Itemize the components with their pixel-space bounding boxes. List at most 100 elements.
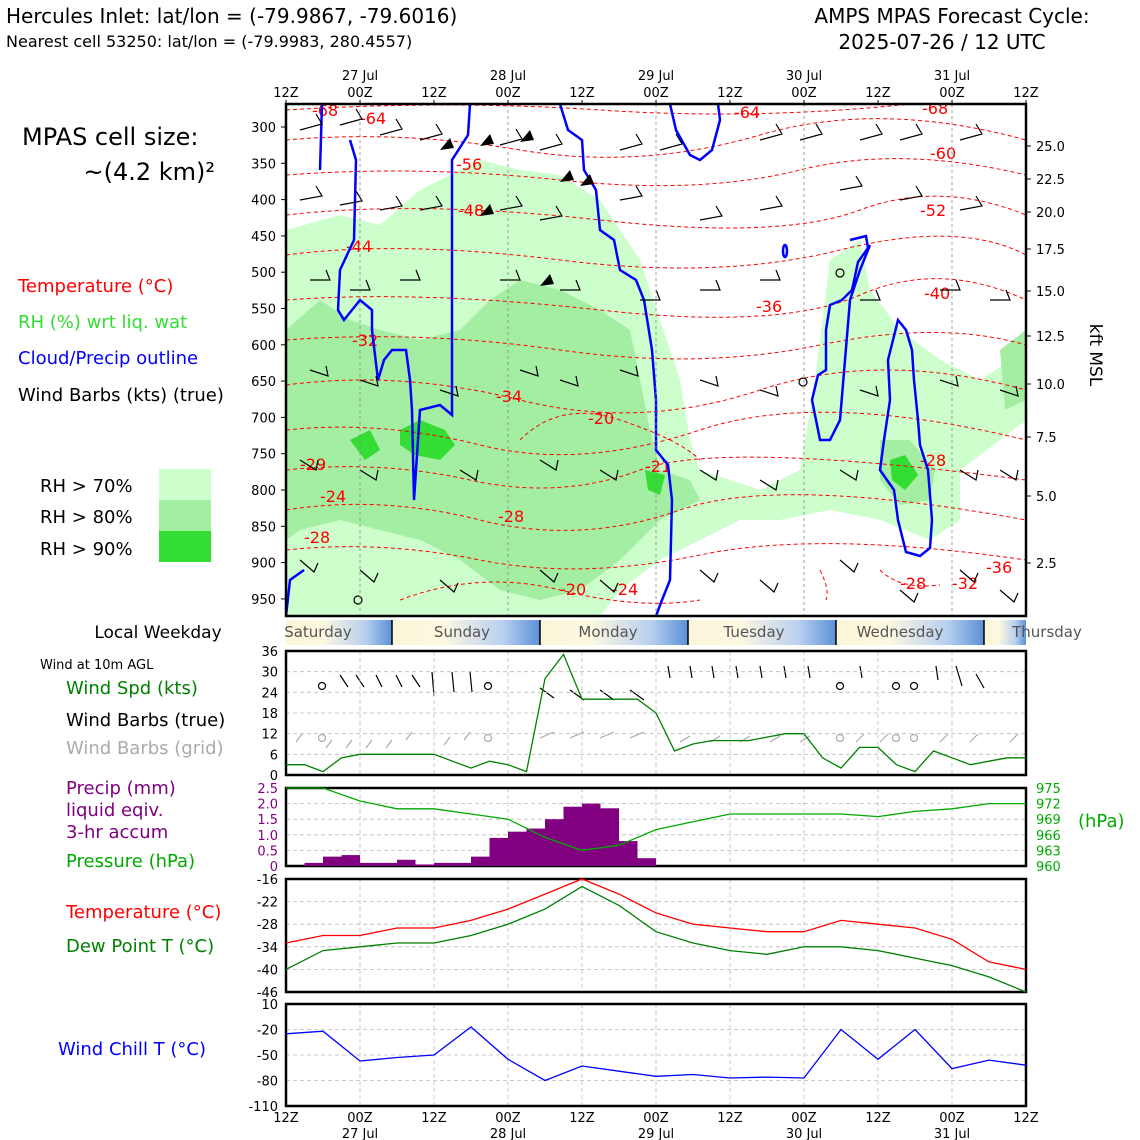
surface-wind-barbs-grid — [295, 731, 1019, 749]
wind-chill-panel-tick-label: 10 — [261, 998, 278, 1013]
top-date-label: 30 Jul — [786, 69, 822, 84]
top-hour-label: 12Z — [569, 86, 595, 101]
rh80-swatch — [159, 500, 211, 531]
top-hour-label: 00Z — [791, 86, 817, 101]
wind-speed-panel-tick-label: 30 — [261, 666, 278, 681]
rh90-swatch — [159, 531, 211, 562]
surface-wind-barbs-true — [339, 665, 985, 701]
wind-chill-panel-tick-label: -80 — [257, 1075, 278, 1090]
pressure-label: Pressure (hPa) — [66, 851, 195, 872]
top-hour-label: 12Z — [865, 86, 891, 101]
cell-size-value: ~(4.2 km)² — [83, 158, 215, 186]
pressure-tick-label: 700 — [251, 411, 276, 426]
top-hour-label: 12Z — [421, 86, 447, 101]
bottom-hour-label: 00Z — [939, 1111, 965, 1126]
precip-label-2: liquid eqiv. — [66, 800, 163, 821]
bottom-date-label: 31 Jul — [934, 1127, 970, 1140]
pressure-tick-label: 450 — [251, 230, 276, 245]
contour-label: -68 — [312, 101, 338, 120]
station-title: Hercules Inlet: lat/lon = (-79.9867, -79… — [6, 4, 457, 28]
pressure-tick-label: 300 — [251, 121, 276, 136]
kft-tick-label: 7.5 — [1036, 431, 1057, 446]
precip-bar — [582, 803, 601, 866]
pressure-tick-label: 550 — [251, 303, 276, 318]
legend-temperature: Temperature (°C) — [17, 276, 173, 297]
wind-speed-panel-tick-label: 36 — [261, 645, 278, 660]
precip-bar — [341, 855, 360, 866]
bottom-hour-label: 12Z — [273, 1111, 299, 1126]
pressure-tick-label: 850 — [251, 520, 276, 535]
kft-axis: 25.0 22.5 20.0 17.5 15.0 12.5 10.0 7.5 5.0 2.5 — [1026, 140, 1065, 572]
surface-calm-markers-grid — [317, 733, 919, 743]
bottom-hour-label: 12Z — [865, 1111, 891, 1126]
wind-speed-panel-tick-label: 24 — [261, 686, 278, 701]
bottom-date-label: 30 Jul — [786, 1127, 822, 1140]
temperature-panel-tick-label: -22 — [257, 896, 278, 911]
precip-label-3: 3-hr accum — [66, 822, 168, 843]
nearest-cell-subtitle: Nearest cell 53250: lat/lon = (-79.9983,… — [6, 32, 412, 51]
weekday-band — [836, 620, 984, 645]
rh80-region — [286, 280, 1026, 600]
kft-tick-label: 22.5 — [1036, 173, 1065, 188]
contour-label: -36 — [756, 297, 782, 316]
pressure-tick-label: 750 — [251, 448, 276, 463]
contour-label: -32 — [952, 574, 978, 593]
top-time-axis: 12Z 00Z 12Z 00Z 12Z 00Z 12Z 00Z 12Z 00Z 12Z 27 Jul 2… — [273, 69, 1039, 104]
contour-label: -48 — [458, 201, 484, 220]
precip-bar — [637, 858, 656, 866]
local-weekday-label: Local Weekday — [94, 623, 221, 643]
contour-label: -56 — [456, 155, 482, 174]
top-hour-label: 00Z — [347, 86, 373, 101]
pressure-tick-label: 500 — [251, 266, 276, 281]
top-hour-label: 12Z — [273, 86, 299, 101]
top-date-label: 31 Jul — [934, 69, 970, 84]
wind-speed-label: Wind Spd (kts) — [66, 678, 198, 699]
weekday-band — [984, 620, 1026, 645]
temperature-panel-tick-label: -16 — [257, 873, 278, 888]
cross-section-panel: -68 -64 -56 -48 -44 -36 -32 -34 -20 -29 … — [251, 69, 1105, 618]
weekday-band — [392, 620, 540, 645]
wind-barbs-true-label: Wind Barbs (true) — [66, 710, 225, 731]
dewpoint-label: Dew Point T (°C) — [66, 936, 214, 957]
pressure-tick-label: 972 — [1036, 798, 1061, 813]
weekday-label: Saturday — [284, 623, 352, 641]
calm-wind-marker — [798, 377, 808, 387]
rh70-label: RH > 70% — [40, 476, 133, 497]
pressure-tick-label: 800 — [251, 484, 276, 499]
top-date-label: 29 Jul — [638, 69, 674, 84]
wind-speed-panel-tick-label: 6 — [270, 748, 278, 763]
contour-label: -68 — [922, 99, 948, 118]
wind-barbs-upper — [299, 108, 1019, 603]
precip-panel-tick-label: 0 — [270, 860, 278, 875]
precip-bar — [434, 862, 453, 866]
top-hour-label: 12Z — [1013, 86, 1039, 101]
bottom-date-label: 27 Jul — [342, 1127, 378, 1140]
contour-label: -20 — [560, 580, 586, 599]
kft-tick-label: 12.5 — [1036, 330, 1065, 345]
precip-label-1: Precip (mm) — [66, 778, 176, 799]
weekday-label: Tuesday — [722, 623, 784, 641]
bottom-date-label: 28 Jul — [490, 1127, 526, 1140]
pressure-tick-label: 966 — [1036, 829, 1061, 844]
pressure-tick-label: 400 — [251, 194, 276, 209]
contour-label: -36 — [986, 558, 1012, 577]
wind-10m-label: Wind at 10m AGL — [40, 658, 154, 673]
kft-tick-label: 20.0 — [1036, 206, 1065, 221]
wind-chill-panel: -110 -80 -50 -20 10 — [248, 998, 1028, 1115]
wind-chill-panel-tick-label: -20 — [257, 1024, 278, 1039]
contour-label: -34 — [496, 387, 522, 406]
contour-label: -52 — [920, 201, 946, 220]
bottom-hour-label: 12Z — [569, 1111, 595, 1126]
bottom-hour-label: 00Z — [791, 1111, 817, 1126]
precip-panel-tick-label: 2.0 — [257, 798, 278, 813]
kft-tick-label: 2.5 — [1036, 557, 1057, 572]
precip-panel-tick-label: 0.5 — [257, 844, 278, 859]
temperature-panel: -46 -40 -34 -28 -22 -16 — [257, 873, 1028, 1001]
kft-tick-label: 10.0 — [1036, 378, 1065, 393]
pressure-tick-label: 975 — [1036, 782, 1061, 797]
weekday-label: Monday — [578, 623, 637, 641]
calm-wind-marker — [835, 268, 845, 278]
weekday-band — [540, 620, 688, 645]
wind-speed-panel-tick-label: 18 — [261, 707, 278, 722]
precip-panel-tick-label: 2.5 — [257, 782, 278, 797]
